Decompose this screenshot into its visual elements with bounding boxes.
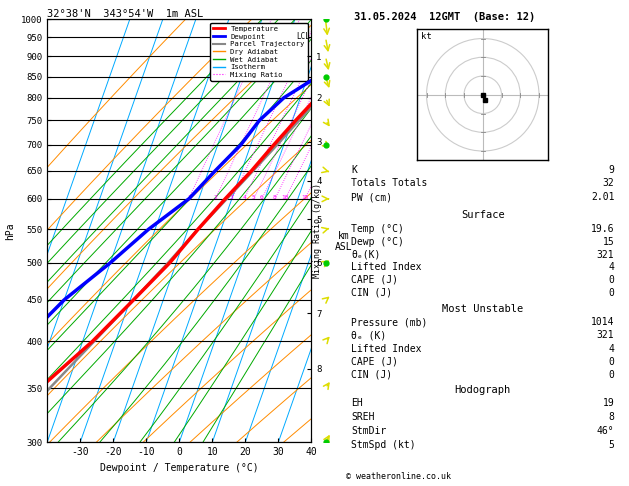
Text: 5: 5 xyxy=(252,194,256,200)
Text: 9: 9 xyxy=(608,165,615,174)
Text: 15: 15 xyxy=(603,237,615,247)
Y-axis label: km
ASL: km ASL xyxy=(335,231,353,252)
Text: 31.05.2024  12GMT  (Base: 12): 31.05.2024 12GMT (Base: 12) xyxy=(354,12,535,22)
Text: 8: 8 xyxy=(273,194,277,200)
Text: © weatheronline.co.uk: © weatheronline.co.uk xyxy=(346,472,451,481)
Text: 1014: 1014 xyxy=(591,317,615,328)
Text: SREH: SREH xyxy=(351,412,375,422)
Text: 0: 0 xyxy=(608,275,615,285)
Text: LCL: LCL xyxy=(296,32,310,41)
Text: CIN (J): CIN (J) xyxy=(351,370,392,380)
Text: 6: 6 xyxy=(260,194,264,200)
Text: 5: 5 xyxy=(608,440,615,450)
Text: PW (cm): PW (cm) xyxy=(351,192,392,202)
Text: 46°: 46° xyxy=(597,426,615,436)
Text: CAPE (J): CAPE (J) xyxy=(351,357,398,367)
Text: 4: 4 xyxy=(242,194,246,200)
Text: Most Unstable: Most Unstable xyxy=(442,304,523,313)
Text: Surface: Surface xyxy=(461,210,504,220)
Text: Pressure (mb): Pressure (mb) xyxy=(351,317,428,328)
Text: Mixing Ratio (g/kg): Mixing Ratio (g/kg) xyxy=(313,183,321,278)
Legend: Temperature, Dewpoint, Parcel Trajectory, Dry Adiabat, Wet Adiabat, Isotherm, Mi: Temperature, Dewpoint, Parcel Trajectory… xyxy=(210,23,308,81)
Text: EH: EH xyxy=(351,398,363,408)
Text: 2.01: 2.01 xyxy=(591,192,615,202)
Text: 4: 4 xyxy=(608,262,615,272)
Text: kt: kt xyxy=(421,32,431,40)
X-axis label: Dewpoint / Temperature (°C): Dewpoint / Temperature (°C) xyxy=(100,463,259,473)
Text: Temp (°C): Temp (°C) xyxy=(351,225,404,234)
Text: Hodograph: Hodograph xyxy=(455,385,511,395)
Text: StmSpd (kt): StmSpd (kt) xyxy=(351,440,416,450)
Text: CAPE (J): CAPE (J) xyxy=(351,275,398,285)
Text: K: K xyxy=(351,165,357,174)
Text: 2: 2 xyxy=(214,194,217,200)
Text: 0: 0 xyxy=(608,370,615,380)
Text: 19.6: 19.6 xyxy=(591,225,615,234)
Text: 4: 4 xyxy=(608,344,615,354)
Text: 19: 19 xyxy=(603,398,615,408)
Text: θₑ (K): θₑ (K) xyxy=(351,330,386,341)
Y-axis label: hPa: hPa xyxy=(5,222,15,240)
Text: 10: 10 xyxy=(282,194,289,200)
Text: Lifted Index: Lifted Index xyxy=(351,262,421,272)
Text: 15: 15 xyxy=(301,194,309,200)
Text: StmDir: StmDir xyxy=(351,426,386,436)
Text: 32: 32 xyxy=(603,178,615,189)
Text: 32°38'N  343°54'W  1m ASL: 32°38'N 343°54'W 1m ASL xyxy=(47,9,203,18)
Text: Totals Totals: Totals Totals xyxy=(351,178,428,189)
Text: 3: 3 xyxy=(230,194,234,200)
Text: 321: 321 xyxy=(597,330,615,341)
Text: 0: 0 xyxy=(608,288,615,297)
Text: Lifted Index: Lifted Index xyxy=(351,344,421,354)
Text: 1: 1 xyxy=(187,194,191,200)
Text: Dewp (°C): Dewp (°C) xyxy=(351,237,404,247)
Text: 321: 321 xyxy=(597,250,615,260)
Text: θₑ(K): θₑ(K) xyxy=(351,250,381,260)
Text: CIN (J): CIN (J) xyxy=(351,288,392,297)
Text: 0: 0 xyxy=(608,357,615,367)
Text: 8: 8 xyxy=(608,412,615,422)
